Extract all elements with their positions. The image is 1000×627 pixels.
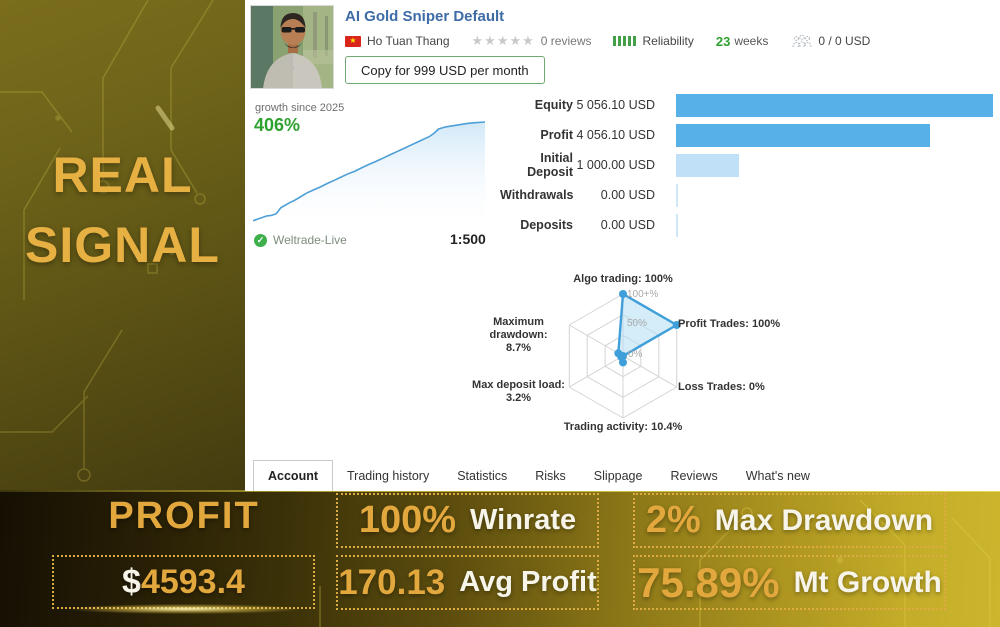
stat-value: 2% — [645, 499, 701, 541]
real-signal-headline: REAL SIGNAL — [0, 140, 245, 280]
broker-name[interactable]: Weltrade-Live — [273, 233, 347, 247]
stat-value: 75.89% — [637, 558, 780, 606]
balance-value: 0.00 USD — [600, 188, 655, 202]
headline-line-real: REAL — [52, 147, 193, 203]
balance-label: Profit — [540, 128, 573, 142]
balance-row-initial-deposit: Initial Deposit 1 000.00 USD — [500, 150, 997, 180]
growth-value: 406% — [254, 115, 301, 135]
subscribers-value: 0 / 0 USD — [818, 34, 871, 48]
radar-ring-label-50: 50% — [627, 318, 648, 329]
balance-row-deposits: Deposits 0.00 USD — [500, 210, 997, 240]
stat-box-mt-growth: 75.89% Mt Growth — [633, 555, 946, 610]
tab-statistics[interactable]: Statistics — [457, 468, 508, 483]
growth-caption: growth since 2025 — [255, 102, 345, 114]
radar-label-trading-activity: Trading activity: 10.4% — [563, 421, 683, 433]
tab-reviews[interactable]: Reviews — [670, 468, 718, 483]
reviews-count[interactable]: 0 reviews — [540, 34, 592, 48]
profit-amount: 4593.4 — [140, 562, 245, 601]
weeks-value: 23 — [715, 33, 731, 49]
rating-stars: ★★★★★ — [472, 33, 535, 49]
leverage-value: 1:500 — [450, 231, 486, 247]
profit-amount-box: $4593.4 — [52, 555, 315, 609]
currency-symbol: $ — [122, 562, 141, 601]
weeks-unit: weeks — [734, 34, 769, 48]
radar-label-profit-trades: Profit Trades: 100% — [678, 318, 781, 330]
signal-card: AI Gold Sniper Default ★ Ho Tuan Thang ★… — [245, 0, 1000, 491]
stat-label: Winrate — [470, 504, 577, 536]
balance-list: Equity 5 056.10 USD Profit 4 056.10 USD … — [500, 90, 997, 240]
vietnam-flag-icon: ★ — [345, 35, 361, 47]
growth-line-chart — [253, 121, 485, 231]
radar-label-maximum-drawdown: Maximum drawdown: 8.7% — [489, 316, 548, 354]
subscribers-icon — [792, 34, 812, 48]
balance-label: Initial Deposit — [527, 151, 573, 179]
tab-trading-history[interactable]: Trading history — [347, 468, 430, 483]
stat-label: Mt Growth — [793, 565, 942, 599]
balance-value: 4 056.10 USD — [576, 128, 655, 142]
profile-photo-illustration — [251, 6, 333, 88]
stat-label: Avg Profit — [459, 566, 597, 598]
balance-value: 0.00 USD — [600, 218, 655, 232]
star-icon: ★ — [496, 33, 510, 48]
stat-label: Max Drawdown — [714, 503, 934, 537]
equity-bar — [676, 93, 993, 117]
balance-row-profit: Profit 4 056.10 USD — [500, 120, 997, 150]
balance-value: 1 000.00 USD — [576, 158, 655, 172]
signal-meta-row: ★ Ho Tuan Thang ★★★★★ 0 reviews Reliabil… — [345, 33, 870, 49]
tab-whats-new[interactable]: What's new — [745, 468, 810, 483]
balance-label: Withdrawals — [500, 188, 574, 202]
broker-row: ✓ Weltrade-Live — [254, 233, 347, 247]
copy-signal-button[interactable]: Copy for 999 USD per month — [345, 56, 545, 84]
balance-row-withdrawals: Withdrawals 0.00 USD — [500, 180, 997, 210]
stat-box-max-drawdown: 2% Max Drawdown — [633, 493, 946, 548]
star-icon: ★ — [484, 33, 497, 48]
reliability-label: Reliability — [642, 34, 694, 48]
tab-risks[interactable]: Risks — [535, 468, 566, 483]
radar-label-algo-trading: Algo trading: 100% — [573, 273, 673, 285]
star-icon: ★ — [471, 33, 485, 48]
initial-deposit-bar — [676, 153, 739, 177]
withdrawals-bar — [676, 183, 678, 207]
balance-row-equity: Equity 5 056.10 USD — [500, 90, 997, 120]
balance-value: 5 056.10 USD — [576, 98, 655, 112]
stat-box-avg-profit: 170.13 Avg Profit — [336, 555, 599, 610]
balance-label: Deposits — [520, 218, 573, 232]
tab-account[interactable]: Account — [253, 460, 333, 491]
reliability-bars-icon — [613, 36, 637, 46]
verified-check-icon: ✓ — [254, 233, 267, 247]
headline-line-signal: SIGNAL — [25, 217, 220, 273]
radar-label-max-deposit-load: Max deposit load: 3.2% — [472, 379, 565, 404]
stat-value: 100% — [358, 499, 457, 541]
balance-label: Equity — [534, 98, 573, 112]
signal-title: AI Gold Sniper Default — [345, 8, 505, 25]
profile-photo[interactable] — [250, 5, 334, 89]
star-icon: ★ — [509, 33, 523, 48]
radar-ring-label-100: 100+% — [627, 289, 659, 300]
author-name[interactable]: Ho Tuan Thang — [367, 34, 450, 48]
tab-slippage[interactable]: Slippage — [593, 468, 643, 483]
stat-value: 170.13 — [338, 562, 446, 602]
stat-box-winrate: 100% Winrate — [336, 493, 599, 548]
profit-bar — [676, 123, 930, 147]
star-icon: ★ — [522, 33, 535, 48]
deposits-bar — [676, 213, 678, 237]
radar-label-loss-trades: Loss Trades: 0% — [678, 381, 765, 393]
profit-title: PROFIT — [108, 495, 260, 537]
radar-ring-label-0: 0% — [628, 349, 643, 360]
card-tab-bar: Account Trading history Statistics Risks… — [245, 460, 1000, 491]
